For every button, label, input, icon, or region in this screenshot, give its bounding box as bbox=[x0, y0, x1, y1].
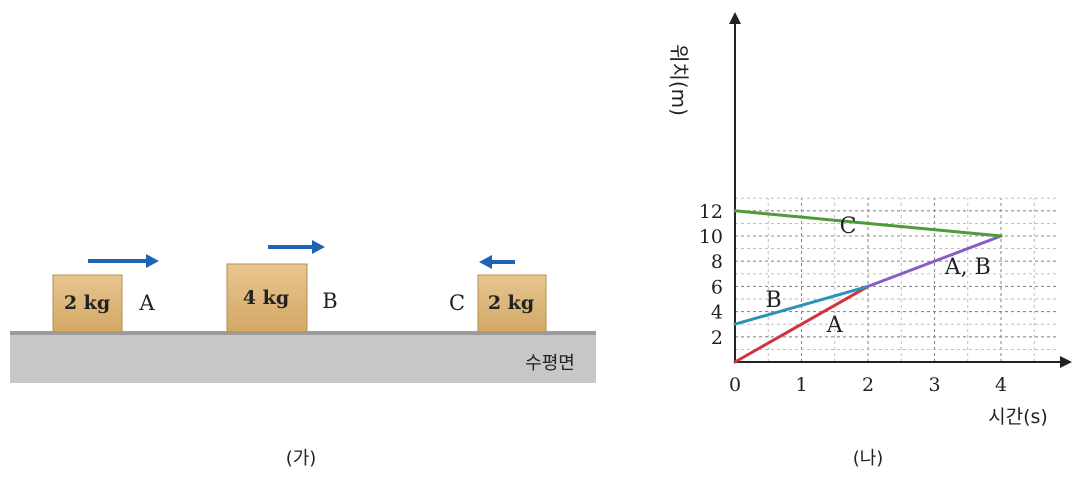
surface-top-edge bbox=[10, 331, 596, 335]
x-axis-arrow-icon bbox=[1060, 356, 1072, 368]
y-tick-label: 4 bbox=[711, 302, 723, 324]
surface-label: 수평면 bbox=[525, 353, 575, 374]
series-label-a-b: A, B bbox=[944, 255, 991, 280]
left-caption: (가) bbox=[286, 448, 317, 469]
series-line-a-b bbox=[866, 234, 1003, 288]
y-axis-arrow-icon bbox=[729, 12, 741, 24]
block-b-label: B bbox=[322, 289, 337, 313]
y-tick-label: 8 bbox=[711, 251, 723, 273]
arrow-left-icon bbox=[479, 255, 515, 269]
x-axis-label: 시간(s) bbox=[988, 406, 1048, 428]
right-caption: (나) bbox=[853, 448, 884, 469]
series-label-c: C bbox=[840, 214, 857, 239]
x-tick-label: 3 bbox=[928, 374, 940, 396]
block-c-label: C bbox=[449, 291, 465, 315]
y-tick-label: 2 bbox=[711, 327, 723, 349]
block-b-mass: 4 kg bbox=[243, 287, 289, 309]
block-a-body bbox=[52, 274, 123, 333]
arrow-right-icon bbox=[88, 254, 159, 268]
y-tick-label: 12 bbox=[699, 201, 723, 223]
block-c-body bbox=[477, 274, 547, 333]
block-c-mass: 2 kg bbox=[488, 292, 534, 314]
x-tick-label: 0 bbox=[729, 374, 741, 396]
block-a: 2 kg A bbox=[52, 254, 159, 333]
horizontal-surface bbox=[10, 333, 596, 383]
block-a-label: A bbox=[138, 291, 155, 315]
left-panel: 수평면 2 kg A 4 kg B 2 kg C bbox=[10, 240, 596, 469]
series-label-a: A bbox=[826, 313, 844, 338]
chart-axes bbox=[729, 12, 1072, 368]
series-line-b bbox=[733, 284, 870, 326]
x-tick-label: 1 bbox=[795, 374, 807, 396]
block-b-body bbox=[226, 263, 308, 333]
series-line-a bbox=[733, 284, 870, 364]
y-axis-label: 위치(m) bbox=[667, 44, 691, 116]
chart-grid bbox=[735, 197, 1058, 362]
chart-series bbox=[733, 209, 1003, 364]
block-a-mass: 2 kg bbox=[64, 292, 110, 314]
series-label-b: B bbox=[765, 288, 781, 313]
y-tick-label: 6 bbox=[711, 276, 723, 298]
series-line-c bbox=[733, 209, 1003, 238]
chart-series-labels: A B A, B C bbox=[765, 214, 990, 338]
arrow-right-icon bbox=[268, 240, 325, 254]
block-b: 4 kg B bbox=[226, 240, 338, 333]
y-tick-label: 10 bbox=[699, 226, 723, 248]
x-tick-label: 4 bbox=[995, 374, 1007, 396]
block-c: 2 kg C bbox=[449, 255, 547, 333]
x-tick-label: 2 bbox=[862, 374, 874, 396]
